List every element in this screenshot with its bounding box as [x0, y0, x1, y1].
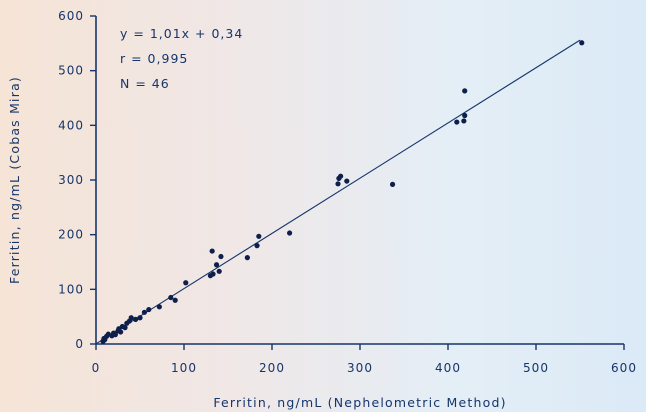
- data-point: [141, 309, 147, 315]
- data-point: [216, 268, 222, 274]
- y-tick-label: 600: [58, 9, 84, 23]
- data-point: [287, 230, 293, 236]
- data-point: [146, 306, 152, 313]
- data-point: [133, 316, 139, 322]
- annotation-n: N = 46: [120, 76, 170, 91]
- data-point: [168, 294, 174, 301]
- x-tick-label: 300: [347, 361, 373, 375]
- x-tick-label: 500: [523, 361, 549, 375]
- x-axis-label: Ferritin, ng/mL (Nephelometric Method): [213, 395, 506, 410]
- y-axis-label: Ferritin, ng/mL (Cobas Mira): [7, 76, 22, 284]
- x-tick-label: 600: [611, 361, 637, 375]
- data-point: [122, 325, 128, 331]
- data-point: [244, 255, 250, 261]
- data-point: [183, 280, 189, 286]
- data-point: [344, 178, 350, 184]
- data-point: [156, 304, 162, 310]
- data-point: [462, 112, 468, 119]
- data-point: [112, 332, 118, 338]
- data-point: [254, 243, 260, 249]
- data-point: [579, 40, 585, 46]
- data-point: [210, 271, 216, 277]
- y-tick-label: 300: [58, 173, 84, 187]
- x-tick-label: 100: [171, 361, 197, 375]
- chart-axes: 0 100 200 300 400 500 600 0 100 200 300 400 500 600: [58, 9, 637, 375]
- x-tick-label: 400: [435, 361, 461, 375]
- data-point: [137, 315, 143, 321]
- regression-line: [95, 39, 581, 345]
- data-point: [209, 248, 215, 254]
- data-point: [213, 262, 220, 268]
- data-point: [338, 173, 344, 179]
- data-point: [335, 181, 341, 187]
- data-point: [118, 329, 124, 335]
- y-tick-label: 100: [58, 282, 84, 296]
- x-tick-label: 200: [259, 361, 285, 375]
- chart-annotations: y = 1,01x + 0,34 r = 0,995 N = 46: [120, 26, 243, 91]
- y-tick-label: 500: [58, 64, 84, 78]
- data-point: [172, 297, 178, 303]
- y-tick-label: 0: [75, 337, 84, 351]
- data-point: [454, 119, 460, 125]
- data-point: [462, 88, 468, 94]
- data-point: [461, 118, 467, 124]
- data-point: [389, 181, 396, 187]
- data-point: [128, 315, 134, 321]
- data-point: [218, 253, 224, 260]
- data-point: [256, 233, 262, 239]
- x-tick-label: 0: [92, 361, 101, 375]
- y-tick-label: 400: [58, 118, 84, 132]
- regression-line-group: [95, 39, 581, 345]
- annotation-r: r = 0,995: [120, 51, 188, 66]
- annotation-equation: y = 1,01x + 0,34: [120, 26, 243, 41]
- y-tick-label: 200: [58, 228, 84, 242]
- data-points: [100, 40, 585, 344]
